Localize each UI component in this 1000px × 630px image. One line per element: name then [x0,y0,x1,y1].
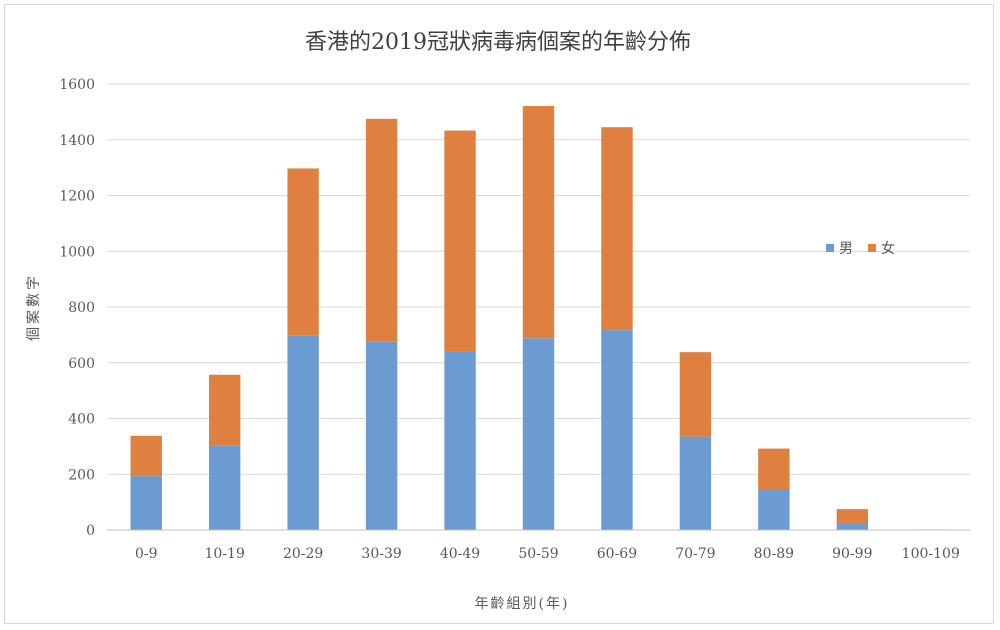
y-tick-label: 200 [68,467,95,483]
chart-frame [4,4,994,624]
bar-segment-female [679,352,712,437]
x-axis-label: 年齡組別(年) [475,596,570,612]
y-tick-label: 1600 [59,77,95,93]
bar-segment-male [836,523,869,530]
bar-segment-male [679,436,712,530]
bar-segment-female [444,130,476,352]
x-tick-label: 30-39 [361,546,401,562]
bar-segment-female [601,127,633,331]
bar-segment-male [208,445,241,530]
y-tick-label: 800 [68,300,95,316]
bar-segment-female [287,168,319,336]
bar-segment-male [287,335,319,530]
bar-segment-male [444,351,476,530]
y-tick-label: 1400 [59,133,95,149]
y-tick-label: 1200 [59,189,95,205]
x-tick-label: 90-99 [832,546,872,562]
legend-label-male: 男 [839,241,853,257]
bar-segment-female [522,106,555,339]
y-tick-label: 0 [86,523,95,539]
bar-segment-female [758,448,790,490]
x-tick-label: 20-29 [283,546,323,562]
x-tick-label: 100-109 [902,546,960,562]
x-tick-label: 70-79 [675,546,715,562]
y-tick-label: 600 [68,356,95,372]
bar-segment-male [601,330,633,530]
x-tick-label: 0-9 [135,546,158,562]
chart-title: 香港的2019冠狀病毒病個案的年齡分佈 [305,30,691,55]
x-axis-ticks: 0-9 10-19 20-29 30-39 40-49 50-59 60-69 70-79 80… [135,546,960,562]
x-tick-label: 50-59 [518,546,558,562]
x-tick-label: 60-69 [597,546,637,562]
bar-segment-male [130,476,162,530]
legend-swatch-female [868,244,876,252]
y-axis-label: 個案數字 [25,273,42,341]
bar-segment-female [836,509,869,524]
x-tick-label: 80-89 [754,546,794,562]
y-tick-label: 400 [68,412,95,428]
y-tick-label: 1000 [59,244,95,260]
bar-segment-male [522,338,555,530]
bar-segment-male [365,341,398,530]
bar-segment-female [130,435,162,477]
x-tick-label: 10-19 [205,546,245,562]
bar-segment-female [208,374,241,446]
bars [130,106,947,530]
legend: 男女 [826,240,895,257]
x-tick-label: 40-49 [440,546,480,562]
bar-segment-female [365,118,398,342]
bar-segment-male [758,489,790,530]
y-axis-ticks: 0 200 400 600 800 1000 1200 1400 1600 [59,77,95,539]
legend-label-female: 女 [881,240,895,257]
legend-swatch-male [826,244,834,252]
